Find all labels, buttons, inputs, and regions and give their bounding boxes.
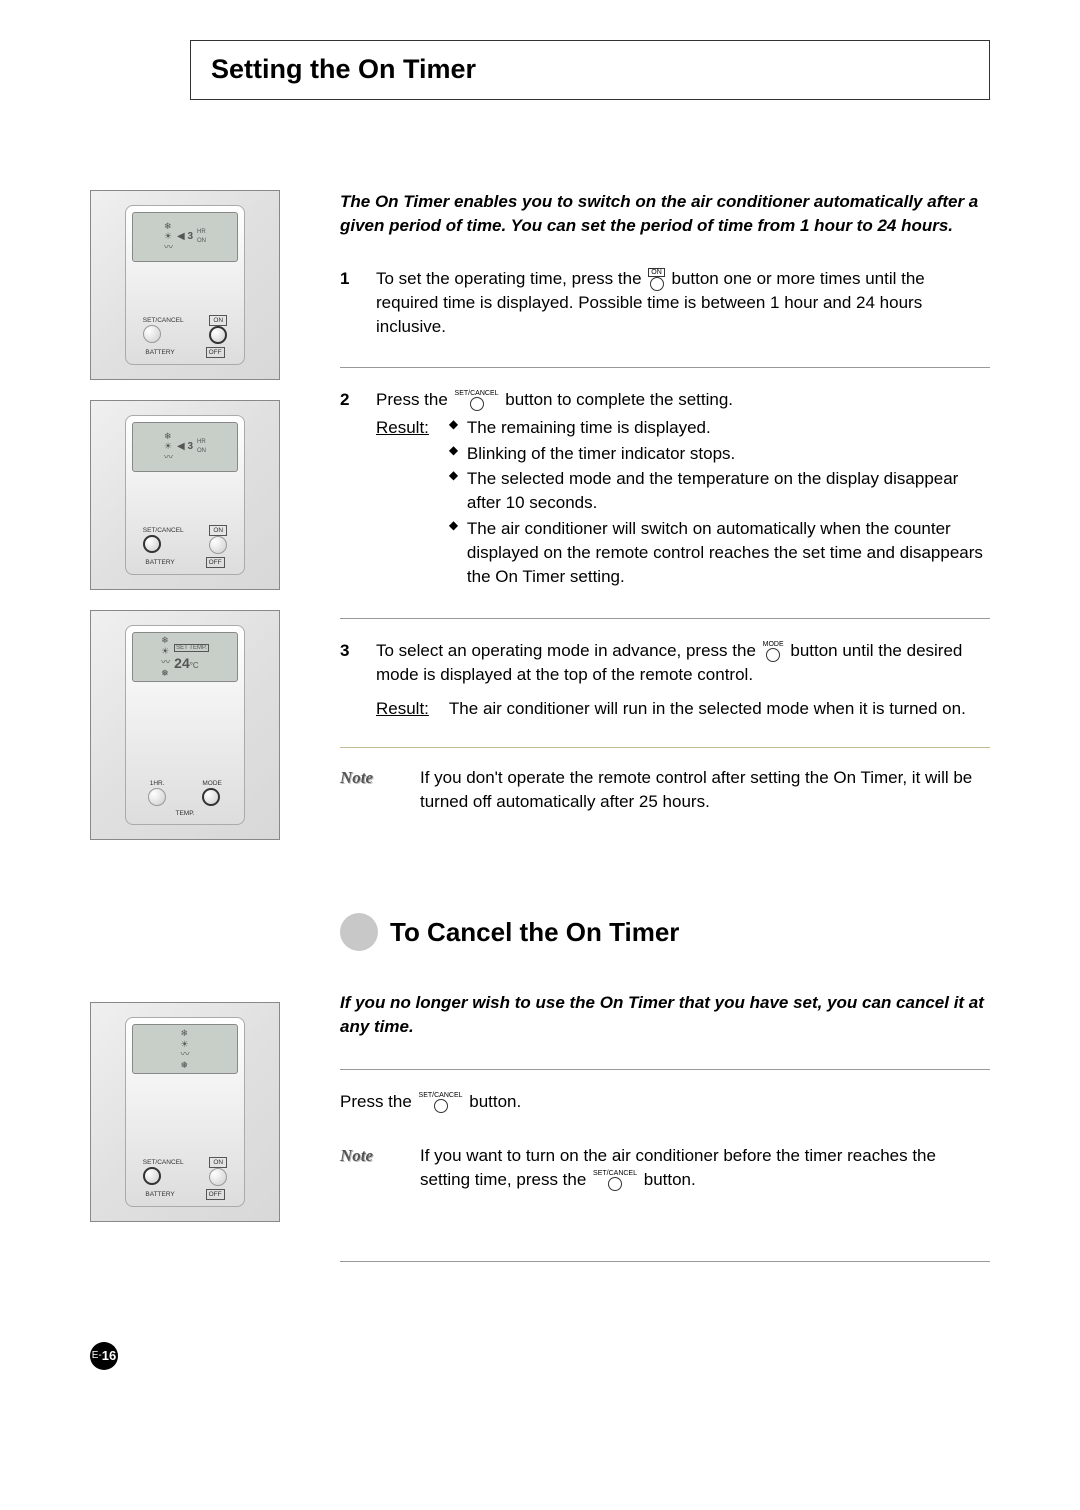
- instruction-column: The On Timer enables you to switch on th…: [340, 190, 990, 1283]
- separator: [340, 1069, 990, 1070]
- step-2: 2 Press the SET/CANCEL button to complet…: [340, 388, 990, 590]
- bullet-item: Blinking of the timer indicator stops.: [449, 442, 990, 466]
- setcancel-button-icon: SET/CANCEL: [419, 1092, 463, 1113]
- remote-illustration-1: ❄☀〰 ◀ 3 HRON SET/CANCEL ON BATTERY: [90, 190, 280, 380]
- step-body: To set the operating time, press the ON …: [376, 267, 990, 339]
- on-button-icon: ON: [648, 268, 665, 291]
- step-body: To select an operating mode in advance, …: [376, 639, 990, 720]
- note-2: Note If you want to turn on the air cond…: [340, 1144, 990, 1192]
- remote-illustration-3: ❄☀〰❅ SET TEMP. 24°C 1HR. MODE: [90, 610, 280, 840]
- separator: [340, 367, 990, 368]
- step-number: 3: [340, 639, 358, 720]
- decorative-circle-icon: [340, 913, 378, 951]
- result-label: Result:: [376, 416, 429, 591]
- note-1: Note If you don't operate the remote con…: [340, 766, 990, 814]
- cancel-instruction: Press the SET/CANCEL button.: [340, 1090, 990, 1114]
- page-number: E-16: [90, 1342, 990, 1370]
- remote-illustration-2: ❄☀〰 ◀ 3 HRON SET/CANCEL ON BATTERY: [90, 400, 280, 590]
- sub-heading: To Cancel the On Timer: [390, 914, 679, 950]
- step-number: 2: [340, 388, 358, 590]
- note-label: Note: [340, 1144, 410, 1192]
- setcancel-button-icon: SET/CANCEL: [455, 390, 499, 411]
- page-title: Setting the On Timer: [211, 51, 969, 89]
- separator: [340, 1261, 990, 1262]
- separator-light: [340, 747, 990, 748]
- note-label: Note: [340, 766, 410, 814]
- bullet-item: The selected mode and the temperature on…: [449, 467, 990, 515]
- result-text: The air conditioner will run in the sele…: [449, 697, 990, 721]
- result-label: Result:: [376, 697, 429, 721]
- setcancel-button-icon: SET/CANCEL: [593, 1170, 637, 1191]
- note-text: If you don't operate the remote control …: [420, 766, 990, 814]
- step-number: 1: [340, 267, 358, 339]
- bullet-item: The air conditioner will switch on autom…: [449, 517, 990, 588]
- separator: [340, 618, 990, 619]
- note-text: If you want to turn on the air condition…: [420, 1144, 990, 1192]
- bullet-item: The remaining time is displayed.: [449, 416, 990, 440]
- step-1: 1 To set the operating time, press the O…: [340, 267, 990, 339]
- step-3: 3 To select an operating mode in advance…: [340, 639, 990, 720]
- intro-text: The On Timer enables you to switch on th…: [340, 190, 990, 238]
- mode-button-icon: MODE: [763, 641, 784, 662]
- cancel-intro: If you no longer wish to use the On Time…: [340, 991, 990, 1039]
- result-bullets: The remaining time is displayed. Blinkin…: [449, 416, 990, 589]
- page-title-box: Setting the On Timer: [190, 40, 990, 100]
- sub-heading-row: To Cancel the On Timer: [340, 913, 990, 951]
- step-body: Press the SET/CANCEL button to complete …: [376, 388, 990, 590]
- remote-illustration-4: ❄☀〰❅ SET/CANCEL ON BATTERY OFF: [90, 1002, 280, 1222]
